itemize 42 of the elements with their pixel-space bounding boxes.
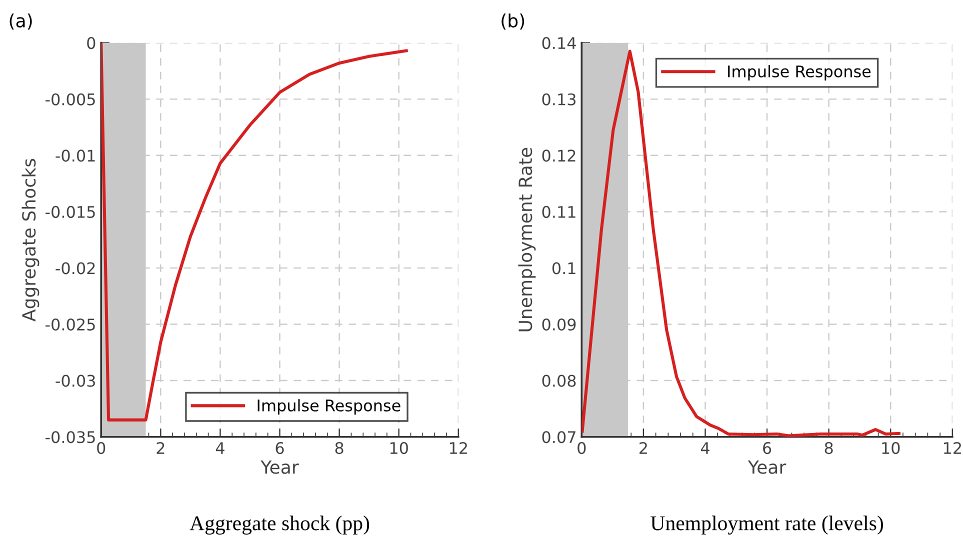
y-tick-label: 0.13 bbox=[542, 93, 576, 106]
y-tick-label: -0.015 bbox=[46, 206, 95, 218]
text: Unemployment rate (levels) bbox=[650, 516, 883, 535]
line-series bbox=[582, 50, 900, 437]
x-tick-label: 10 bbox=[882, 442, 900, 454]
y-tick-label: 0.07 bbox=[542, 431, 576, 444]
x-tick-label: 12 bbox=[450, 442, 467, 454]
line-series bbox=[101, 42, 408, 422]
y-tick-label: 0 bbox=[87, 37, 96, 50]
x-tick-label: 6 bbox=[276, 442, 284, 454]
x-tick-label: 0 bbox=[97, 442, 106, 454]
y-tick-label: -0.035 bbox=[46, 431, 95, 444]
x-tick-label: 10 bbox=[390, 442, 408, 454]
x-tick-label: 8 bbox=[335, 442, 344, 454]
x-axis-title: Year bbox=[260, 460, 299, 474]
y-axis-title: Aggregate Shocks bbox=[22, 158, 40, 322]
chart-title: (a) bbox=[10, 14, 32, 30]
y-tick-label: 0.12 bbox=[542, 150, 576, 162]
x-tick-label: 12 bbox=[944, 442, 961, 454]
y-tick-label: 0.14 bbox=[542, 37, 576, 50]
y-tick-label: -0.025 bbox=[46, 318, 95, 331]
y-tick-label: -0.02 bbox=[56, 262, 95, 274]
y-axis-title: Unemployment Rate bbox=[518, 148, 536, 332]
y-tick-label: 0.09 bbox=[542, 318, 576, 331]
x-tick-label: 2 bbox=[640, 442, 647, 454]
y-tick-label: 0.1 bbox=[552, 262, 576, 274]
legend-label: Impulse Response bbox=[258, 399, 400, 415]
y-tick-label: 0.11 bbox=[542, 206, 576, 218]
x-tick-label: 0 bbox=[578, 442, 586, 454]
x-tick-label: 6 bbox=[763, 442, 772, 454]
x-tick-label: 8 bbox=[824, 442, 833, 454]
y-tick-label: -0.01 bbox=[56, 150, 95, 162]
y-tick-label: 0.08 bbox=[542, 374, 576, 387]
legend-label: Impulse Response bbox=[728, 65, 871, 81]
chart-title: (b) bbox=[502, 14, 524, 30]
x-tick-label: 2 bbox=[156, 442, 164, 454]
x-tick-label: 4 bbox=[216, 442, 224, 454]
x-axis-title: Year bbox=[748, 460, 786, 474]
x-tick-label: 4 bbox=[700, 442, 710, 454]
y-tick-label: -0.005 bbox=[46, 93, 95, 106]
y-tick-label: -0.03 bbox=[56, 374, 95, 387]
text: Aggregate shock (pp) bbox=[190, 516, 370, 535]
